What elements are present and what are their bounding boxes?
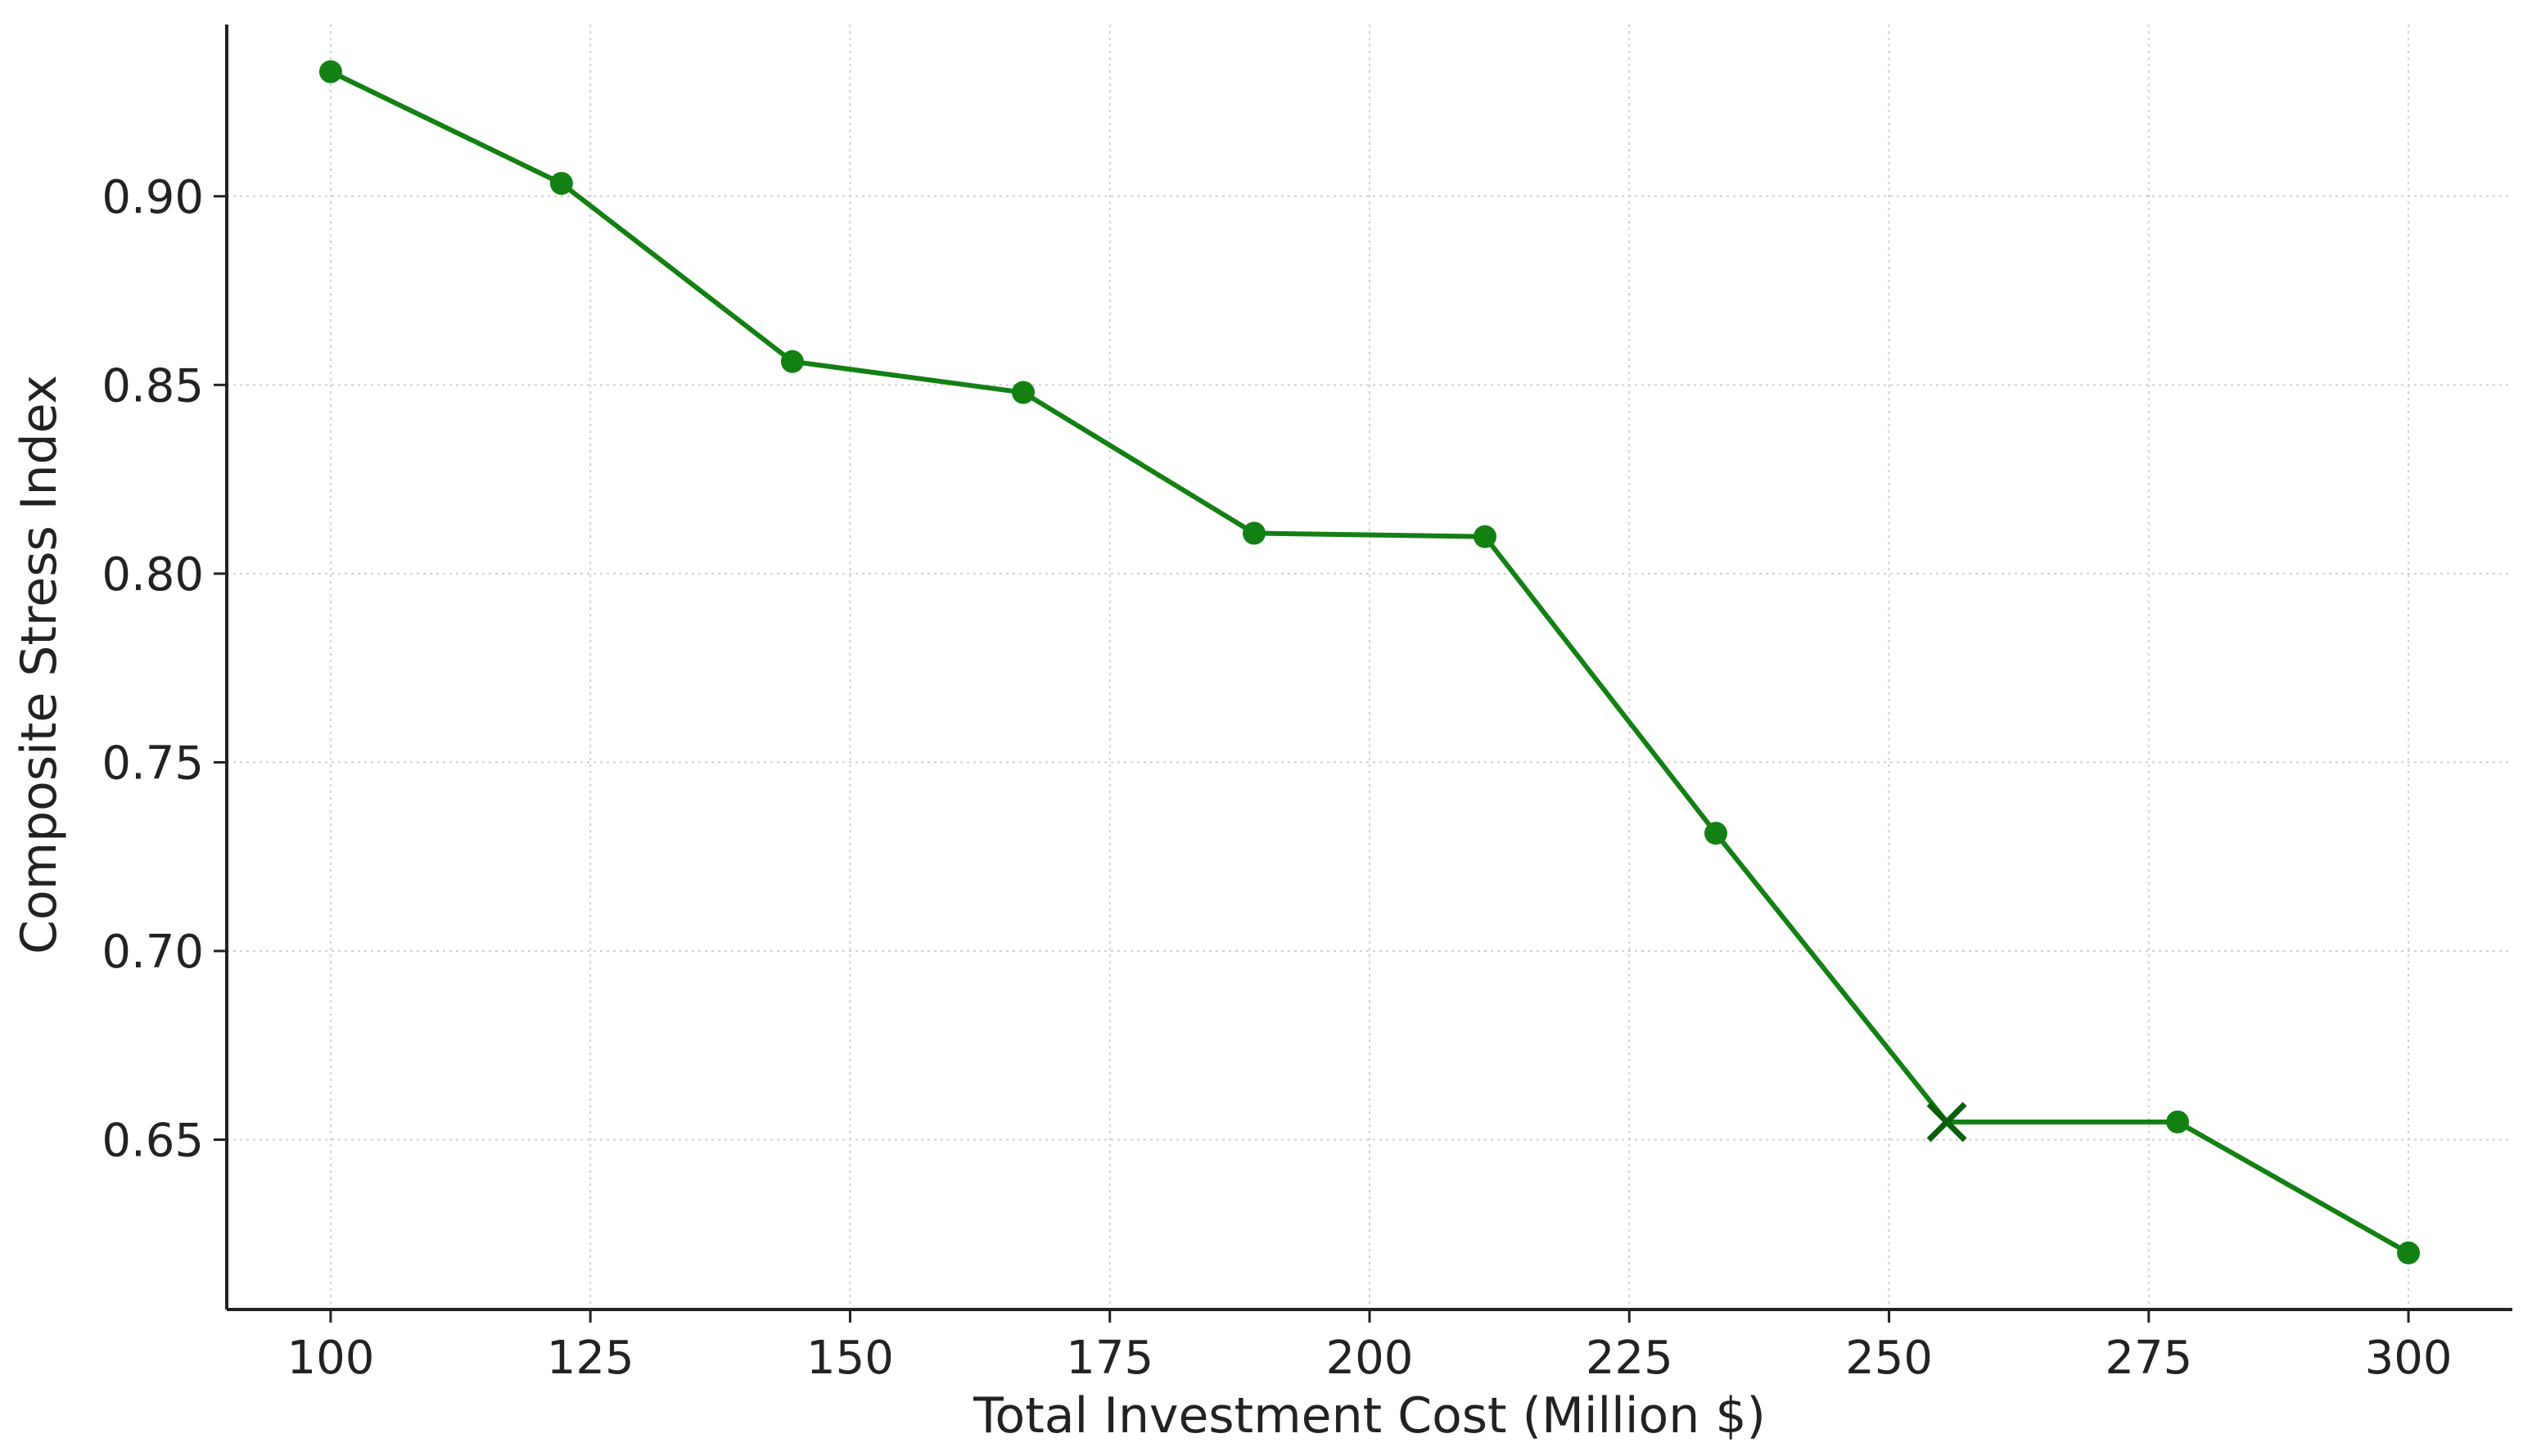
series-line (329, 69, 2410, 1255)
y-tick-label: 0.80 (102, 548, 204, 602)
x-tick-label: 175 (1066, 1332, 1153, 1385)
point (318, 60, 342, 83)
y-axis-label: Composite Stress Index (11, 375, 68, 954)
y-tick-label: 0.70 (102, 926, 204, 979)
y-tick-label: 0.65 (102, 1115, 204, 1168)
x-tick-label: 225 (1586, 1332, 1673, 1385)
point (780, 349, 804, 373)
x-tick-label: 150 (806, 1332, 894, 1385)
x-axis-label: Total Investment Cost (Million $) (973, 1387, 1766, 1445)
x-tick-label: 100 (287, 1332, 374, 1385)
point (1243, 521, 1266, 545)
point (2166, 1110, 2190, 1134)
point (1704, 822, 1727, 845)
x-tick-label: 275 (2105, 1332, 2192, 1385)
point (1012, 381, 1036, 404)
point (1473, 525, 1496, 548)
y-tick-label: 0.85 (102, 359, 204, 412)
point (2397, 1241, 2421, 1264)
highlight-marker (1926, 1102, 1967, 1143)
x-tick-label: 250 (1845, 1332, 1933, 1385)
y-tick-label: 0.90 (102, 171, 204, 224)
y-tick-label: 0.75 (102, 737, 204, 790)
x-tick-label: 300 (2365, 1332, 2453, 1385)
point (549, 172, 573, 196)
x-tick-label: 125 (547, 1332, 634, 1385)
x-tick-label: 200 (1326, 1332, 1414, 1385)
